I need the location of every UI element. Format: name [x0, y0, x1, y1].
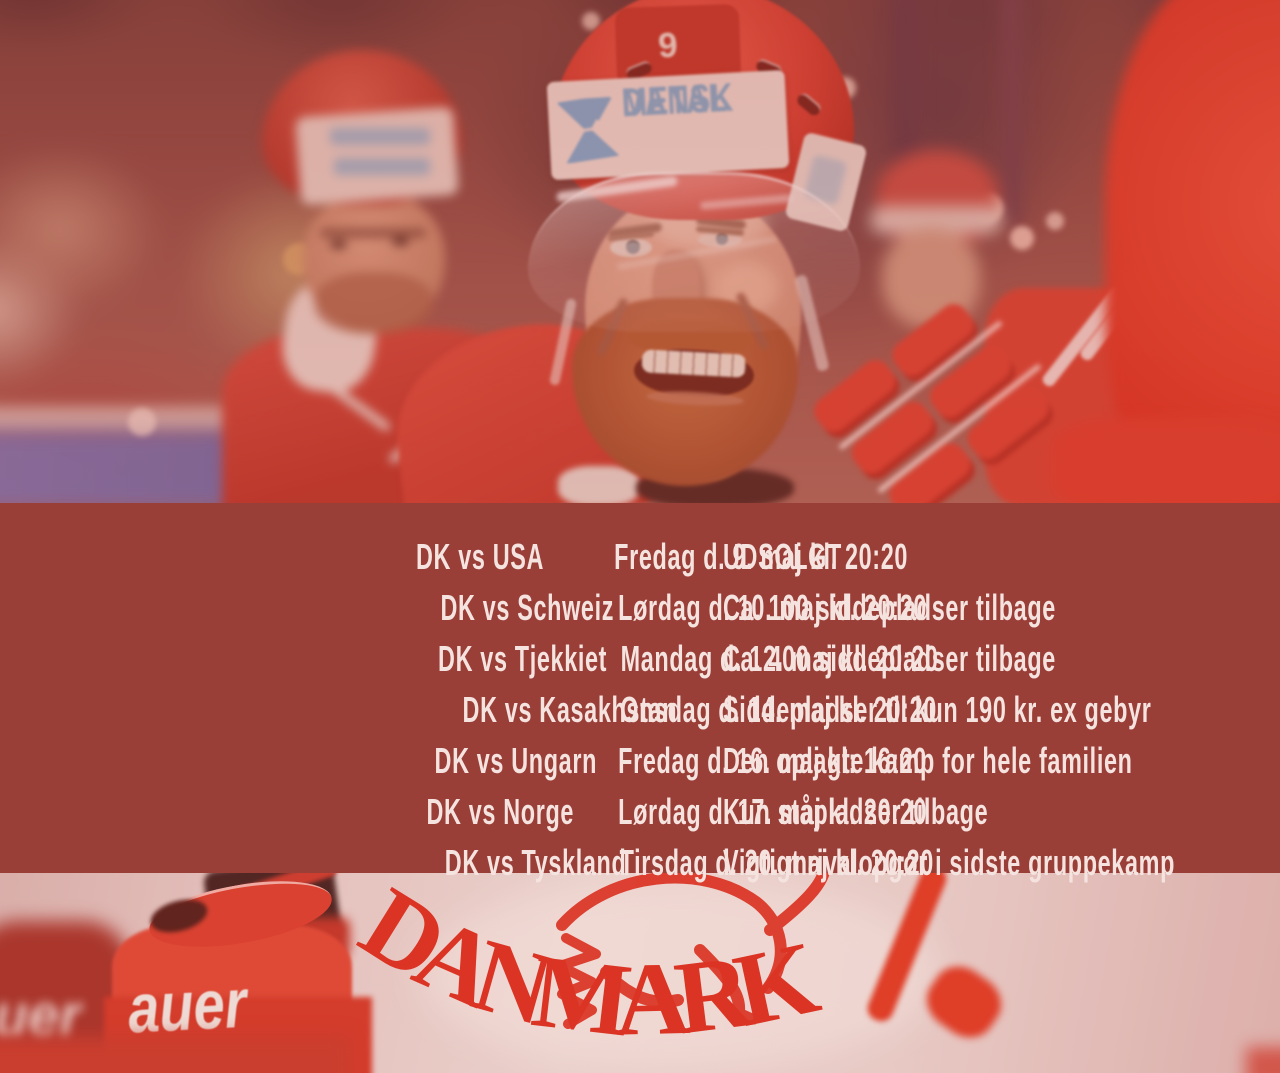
- match-label: DK vs Schweiz: [440, 586, 615, 628]
- match-label: DK vs Kasakhstan: [462, 688, 678, 730]
- date-label: Fredag d. 9. maj kl. 20:20: [614, 535, 909, 577]
- date-label: Onsdag d. 14. maj kl. 20:20: [620, 688, 937, 730]
- match-label: DK vs Tyskland: [444, 841, 627, 883]
- status-label: Ca. 400 siddepladser tilbage: [723, 637, 1056, 679]
- status-label: UDSOLGT: [723, 535, 842, 577]
- schedule-row: DK vs Tjekkiet Mandag d. 12. maj kl. 20:…: [0, 612, 1280, 679]
- match-label: DK vs Tjekkiet: [438, 637, 608, 679]
- status-label: Den oplagte kamp for hele familien: [723, 739, 1133, 781]
- bokeh-dot: [128, 408, 156, 436]
- status-label: Vigtigt rivalopgør i sidste gruppekamp: [723, 841, 1176, 883]
- date-label: Lørdag d. 10. maj kl. 20:20: [618, 586, 928, 628]
- schedule-row: DK vs USA Fredag d. 9. maj kl. 20:20 UDS…: [0, 510, 1280, 577]
- schedule-band: DK vs USA Fredag d. 9. maj kl. 20:20 UDS…: [0, 503, 1280, 883]
- date-label: Lørdag d. 17. maj kl. 20:20: [618, 790, 928, 832]
- date-label: Fredag d. 16. maj kl: 16:20: [618, 739, 928, 781]
- match-label: DK vs Ungarn: [434, 739, 598, 781]
- bokeh-dot: [582, 12, 600, 30]
- glass-post: [1002, 0, 1022, 225]
- dansk-metal-hourglass-icon: [557, 96, 619, 164]
- jersey-closeup: uer auer DANMARK: [0, 869, 1280, 1073]
- schedule-row: DK vs Tyskland Tirsdag d. 20. maj kl. 20…: [0, 816, 1280, 883]
- match-label: DK vs USA: [415, 535, 545, 577]
- status-label: Kun ståpladser tilbage: [723, 790, 989, 832]
- schedule-row: DK vs Schweiz Lørdag d. 10. maj kl. 20:2…: [0, 561, 1280, 628]
- bokeh-dot: [1010, 226, 1034, 250]
- status-label: Ca. 100 siddepladser tilbage: [723, 586, 1056, 628]
- lion-crest-graphic: [555, 869, 830, 1029]
- schedule-row: DK vs Kasakhstan Onsdag d. 14. maj kl. 2…: [0, 663, 1280, 730]
- schedule-row: DK vs Ungarn Fredag d. 16. maj kl: 16:20…: [0, 714, 1280, 781]
- danmark-wordmark-graphic: DANMARK: [342, 869, 830, 1059]
- red-photo-tint: [0, 0, 1280, 505]
- schedule-row: DK vs Norge Lørdag d. 17. maj kl. 20:20 …: [0, 765, 1280, 832]
- bokeh-dot: [1046, 212, 1064, 230]
- sponsor-sticker: DANSK METAL: [546, 69, 790, 181]
- date-label: Mandag d. 12. maj kl. 20:20: [620, 637, 939, 679]
- status-label: Siddepladser til kun 190 kr. ex gebyr: [723, 688, 1152, 730]
- date-label: Tirsdag d. 20. maj kl. 20:20: [619, 841, 934, 883]
- match-label: DK vs Norge: [426, 790, 575, 832]
